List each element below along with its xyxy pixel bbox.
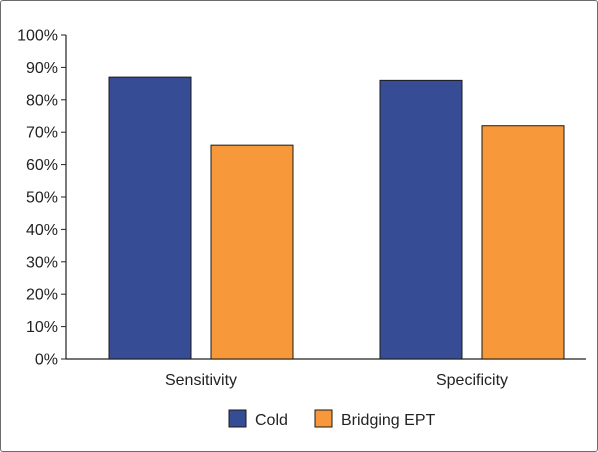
y-tick-label: 0%	[35, 352, 58, 369]
x-category-label: Sensitivity	[165, 372, 237, 389]
y-tick-label: 50%	[26, 190, 58, 207]
y-tick-label: 60%	[26, 157, 58, 174]
bar-bridging-ept-sensitivity	[210, 144, 294, 360]
legend-swatch	[228, 409, 247, 428]
y-tick-label: 30%	[26, 254, 58, 271]
x-category-label: Specificity	[436, 372, 508, 389]
legend: Cold Bridging EPT	[228, 409, 435, 429]
y-tick-label: 70%	[26, 125, 58, 142]
legend-label: Cold	[255, 412, 288, 429]
y-tick-label: 10%	[26, 319, 58, 336]
legend-swatch	[314, 409, 333, 428]
bar-cold-specificity	[379, 79, 463, 360]
y-tick-label: 40%	[26, 222, 58, 239]
bar-cold-sensitivity	[108, 76, 192, 360]
y-tick-label: 100%	[17, 28, 58, 45]
y-tick-label: 20%	[26, 287, 58, 304]
y-tick-label: 90%	[26, 60, 58, 77]
legend-label: Bridging EPT	[341, 412, 435, 429]
y-axis-ticks: 0% 10% 20% 30% 40% 50% 60% 70% 80% 90% 100%	[17, 28, 66, 369]
bar-bridging-ept-specificity	[481, 125, 565, 360]
x-axis-categories: Sensitivity Specificity	[165, 372, 508, 389]
y-tick-label: 80%	[26, 92, 58, 109]
bars	[108, 76, 565, 360]
